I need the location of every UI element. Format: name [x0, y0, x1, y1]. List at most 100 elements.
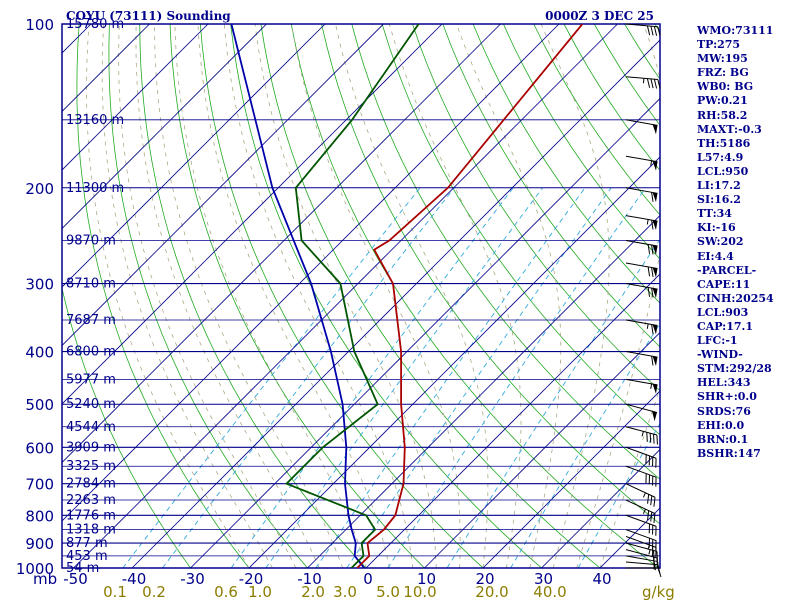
dry-adiabat [260, 24, 601, 568]
index-6: RH:58.2 [697, 108, 748, 122]
barb-flag [657, 26, 661, 37]
barb-shaft [625, 403, 658, 414]
index-10: LCL:950 [697, 164, 749, 178]
temperature-label: 10 [417, 570, 436, 588]
height-label: 4544 m [66, 420, 116, 435]
barb-flag [653, 497, 656, 507]
barb-pennant [652, 124, 658, 135]
wind-barb [625, 155, 658, 171]
profile-clip [230, 24, 584, 568]
dry-adiabat [199, 24, 484, 568]
index-18: CAPE:11 [697, 277, 751, 291]
index-7: MAXT:-0.3 [697, 122, 762, 136]
dry-adiabat [321, 24, 660, 525]
barb-flag [657, 79, 661, 89]
mixing-ratio-label: 2.0 [301, 583, 325, 600]
height-label: 453 m [66, 549, 108, 564]
index-15: SW:202 [697, 235, 744, 249]
height-label: 13160 m [66, 113, 124, 128]
wind-barb [625, 378, 658, 394]
temperature-label: -30 [180, 570, 205, 588]
barb-flag [653, 79, 658, 89]
barb-flag [651, 192, 654, 202]
barb-half [650, 383, 653, 389]
wind-barb [625, 239, 658, 255]
mixing-ratio-label: 40.0 [533, 583, 566, 600]
barb-flag [647, 287, 651, 297]
height-label: 54 m [66, 561, 99, 576]
barb-shaft [625, 23, 658, 28]
index-12: SI:16.2 [697, 193, 741, 207]
temperature-label: 30 [534, 570, 553, 588]
moist-adiabat [118, 24, 297, 568]
barb-flag [653, 26, 658, 36]
moist-adiabat [540, 24, 610, 568]
wind-barb [625, 23, 661, 37]
barb-half [646, 219, 649, 225]
profiles-layer [230, 24, 584, 568]
index-13: TT:34 [697, 207, 732, 221]
barb-flag [646, 78, 651, 88]
barb-pennant [652, 288, 658, 298]
barb-shaft [625, 465, 657, 478]
mixing-ratio-line [446, 238, 660, 568]
wind-barb [625, 403, 658, 422]
isotherm [131, 39, 660, 568]
parcel-trace [230, 24, 365, 568]
index-8: TH:5186 [697, 136, 751, 150]
mixing-ratio-line [387, 187, 646, 568]
isotherm [62, 24, 443, 405]
barb-shaft [625, 215, 658, 222]
isotherm [62, 24, 267, 230]
barb-pennant [652, 324, 658, 335]
mixing-ratio-line [230, 187, 514, 568]
moist-adiabat [389, 24, 522, 568]
barb-shaft [625, 549, 658, 559]
mixing-ratio-label: 1.0 [248, 583, 272, 600]
pressure-label: 1000 [16, 560, 54, 578]
dry-adiabat [290, 24, 659, 568]
wind-barb [625, 483, 656, 507]
wind-barb [625, 446, 657, 468]
mixing-ratio-label: 20.0 [475, 583, 508, 600]
index-0: WMO:73111 [697, 24, 774, 37]
temperature-label: -40 [122, 570, 147, 588]
height-label: 5977 m [66, 372, 116, 387]
wind-barb [625, 465, 657, 487]
temperature-label: 20 [475, 570, 494, 588]
mixing-ratio-label: 0.6 [214, 583, 238, 600]
index-26: SHR+:0.0 [697, 390, 757, 404]
barb-shaft [625, 283, 658, 290]
sounding-time: 0000Z 3 DEC 25 [545, 9, 654, 23]
isotherm [189, 97, 660, 568]
height-label: 3909 m [66, 440, 116, 455]
isotherm [423, 331, 660, 568]
mixing-ratio-line [346, 187, 612, 568]
height-label: 11300 m [66, 181, 124, 196]
index-4: WB0: BG [697, 80, 754, 94]
temperature-label: 40 [592, 570, 611, 588]
isotherm [248, 156, 660, 568]
barb-flag [653, 434, 655, 444]
index-1: TP:275 [697, 38, 741, 52]
barb-flag [653, 513, 656, 524]
wind-barb [625, 529, 657, 551]
moist-adiabat [174, 24, 367, 568]
barb-pennant [652, 160, 658, 171]
barb-shaft [625, 529, 657, 542]
barb-shaft [625, 446, 657, 459]
barb-half [646, 323, 649, 329]
barb-shaft [625, 239, 658, 247]
barb-flag [647, 266, 651, 277]
wind-barb [625, 499, 656, 524]
temperature-label: -50 [63, 570, 88, 588]
wind-barb [625, 262, 658, 278]
wind-barb [625, 187, 658, 203]
barb-shaft [625, 187, 658, 194]
barb-pennant [652, 267, 658, 278]
barb-pennant [652, 384, 658, 394]
isotherm [365, 273, 660, 568]
barb-shaft [625, 119, 658, 126]
barb-flag [651, 267, 654, 277]
